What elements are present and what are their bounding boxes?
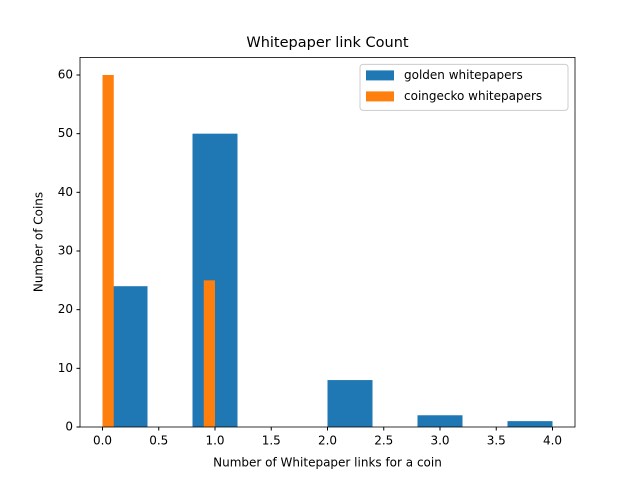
x-tick-label: 4.0 <box>543 434 562 448</box>
y-tick-label: 50 <box>58 126 73 140</box>
x-axis-label: Number of Whitepaper links for a coin <box>213 456 442 470</box>
legend-label: golden whitepapers <box>404 68 523 82</box>
y-tick-label: 0 <box>65 420 73 434</box>
x-tick-label: 1.5 <box>262 434 281 448</box>
legend-label: coingecko whitepapers <box>404 89 542 103</box>
plot-frame <box>79 57 576 428</box>
x-tick-label: 0.0 <box>93 434 112 448</box>
x-tick-label: 2.5 <box>374 434 393 448</box>
x-tick-label: 2.0 <box>318 434 337 448</box>
bar <box>102 75 114 427</box>
legend-swatch <box>366 70 394 81</box>
y-tick-label: 40 <box>58 185 73 199</box>
y-tick-label: 30 <box>58 244 73 258</box>
x-tick-label: 0.5 <box>149 434 168 448</box>
y-tick-label: 10 <box>58 361 73 375</box>
bar <box>417 415 463 427</box>
bar <box>507 421 553 427</box>
legend-box <box>359 63 569 111</box>
chart-title: Whitepaper link Count <box>246 35 409 51</box>
y-tick-label: 60 <box>58 68 73 82</box>
x-tick-label: 3.5 <box>487 434 506 448</box>
y-tick-label: 20 <box>58 302 73 316</box>
bar <box>203 280 215 427</box>
legend-swatch <box>366 91 394 102</box>
x-tick-label: 3.0 <box>430 434 449 448</box>
bar <box>327 380 373 427</box>
y-axis-label: Number of Coins <box>32 192 46 292</box>
x-tick-label: 1.0 <box>205 434 224 448</box>
